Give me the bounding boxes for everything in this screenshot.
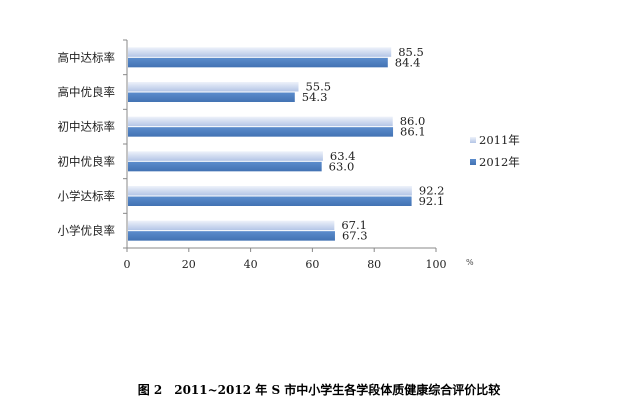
x-tick-label: 40 (244, 258, 258, 271)
x-tick-label: 60 (305, 258, 319, 271)
data-label: 92.1 (419, 194, 445, 208)
data-label: 85.5 (398, 45, 424, 59)
legend-label: 2012年 (479, 155, 520, 169)
data-label: 54.3 (302, 90, 328, 104)
data-label: 84.4 (395, 55, 421, 69)
bar-2012 (128, 161, 322, 172)
data-label: 63.4 (330, 149, 356, 163)
x-tick-label: 0 (124, 258, 131, 271)
x-tick-label: 80 (367, 258, 381, 271)
x-tick-label: 20 (182, 258, 196, 271)
bar-2011 (128, 220, 335, 231)
category-label: 小学优良率 (58, 224, 116, 238)
data-label: 86.1 (400, 125, 426, 139)
bar-2011 (128, 186, 412, 196)
category-label: 初中优良率 (58, 154, 116, 168)
bar-2011 (128, 82, 299, 92)
data-label: 67.1 (341, 218, 367, 232)
data-label: 86.0 (400, 114, 426, 128)
legend-swatch (470, 137, 476, 143)
legend-label: 2011年 (479, 133, 520, 147)
bar-2011 (128, 47, 392, 57)
data-label: 67.3 (342, 229, 368, 243)
bar-2012 (128, 92, 295, 102)
data-label: 92.2 (419, 184, 445, 198)
x-tick-label: 100 (426, 258, 447, 271)
x-unit-label: % (466, 258, 474, 267)
category-label: 初中达标率 (58, 120, 116, 134)
bar-2012 (128, 57, 388, 68)
bar-2012 (128, 231, 335, 241)
figure-caption: 图 2 2011~2012 年 S 市中小学生各学段体质健康综合评价比较 (137, 383, 501, 397)
category-label: 高中优良率 (58, 85, 116, 99)
bar-2012 (128, 127, 394, 137)
data-label: 55.5 (305, 80, 331, 94)
category-label: 小学达标率 (58, 189, 116, 203)
legend-swatch (470, 159, 476, 165)
bar-2011 (128, 151, 323, 161)
bar-2011 (128, 116, 393, 127)
data-label: 63.0 (329, 159, 355, 173)
bar-2012 (128, 196, 412, 206)
category-label: 高中达标率 (58, 50, 116, 64)
